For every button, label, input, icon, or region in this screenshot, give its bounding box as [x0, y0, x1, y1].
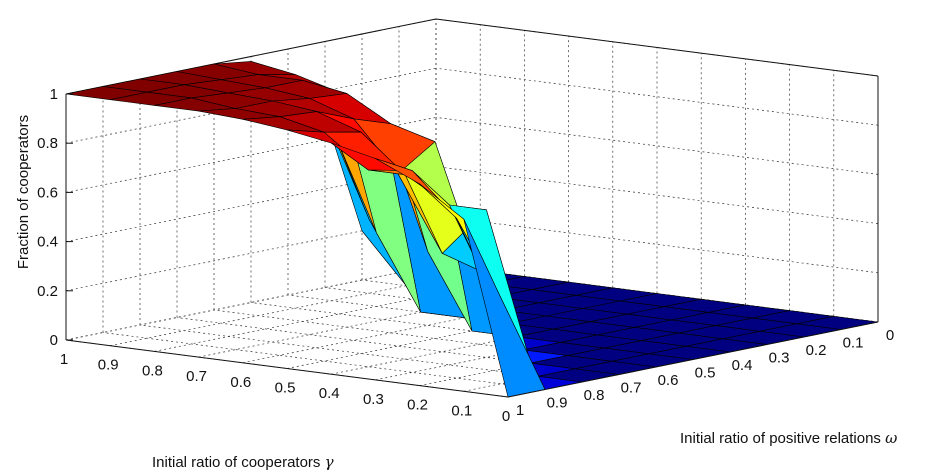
z-axis-label: Fraction of cooperators [15, 115, 32, 269]
y-tick-label: 0.5 [275, 380, 296, 397]
floor-grid-line [324, 287, 768, 345]
y-tick-label: 0.2 [407, 397, 428, 414]
y-tick-label: 0.8 [142, 362, 163, 379]
y-tick-label: 0.7 [186, 368, 207, 385]
floor-grid-line [139, 324, 583, 383]
axis-line [65, 339, 509, 398]
x-tick-label: 0.2 [806, 342, 827, 359]
x-axis-label: Initial ratio of positive relations ω [680, 429, 897, 447]
x-tick-label: 0.5 [695, 365, 716, 382]
z-tick-label: 0.2 [37, 283, 58, 300]
floor-grid-line [102, 332, 546, 390]
z-tick-label: 0 [50, 332, 58, 349]
x-tick-label: 0.9 [547, 395, 568, 412]
surface [65, 61, 879, 398]
wall-grid-line [435, 117, 879, 175]
box-edge [435, 18, 879, 77]
tick-labels: 00.20.40.60.8100.10.20.30.40.50.60.70.80… [37, 86, 894, 425]
floor-grid-line [287, 294, 731, 353]
z-tick-label: 0.6 [37, 184, 58, 201]
x-tick-label: 0 [886, 327, 894, 344]
axis-line [507, 321, 879, 398]
wall-grid-line [435, 166, 879, 224]
y-tick-label: 0 [502, 408, 510, 425]
z-tick-label: 0.8 [37, 135, 58, 152]
x-tick-label: 0.7 [621, 380, 642, 397]
x-tick-label: 0.4 [732, 357, 753, 374]
floor-grid-line [213, 309, 657, 368]
x-tick-label: 0.6 [658, 372, 679, 389]
y-tick-label: 0.3 [363, 391, 384, 408]
z-tick-label: 0.4 [37, 234, 58, 251]
y-tick-label: 0.6 [230, 374, 251, 391]
wall-grid-line [435, 67, 879, 126]
x-tick-label: 0.3 [769, 350, 790, 367]
z-tick-label: 1 [50, 86, 58, 103]
floor-grid-line [250, 302, 694, 360]
floor-grid-line [176, 317, 620, 375]
axis-labels: Fraction of cooperators Initial ratio of… [15, 115, 897, 471]
y-axis-label: Initial ratio of cooperators γ [152, 453, 334, 471]
y-tick-label: 0.1 [451, 402, 472, 419]
x-tick-label: 0.1 [843, 335, 864, 352]
y-tick-label: 0.9 [98, 357, 119, 374]
x-tick-label: 0.8 [584, 387, 605, 404]
x-tick-label: 1 [516, 402, 524, 419]
wall-grid-line [435, 215, 879, 274]
y-tick-label: 0.4 [319, 385, 340, 402]
y-tick-label: 1 [60, 351, 68, 368]
